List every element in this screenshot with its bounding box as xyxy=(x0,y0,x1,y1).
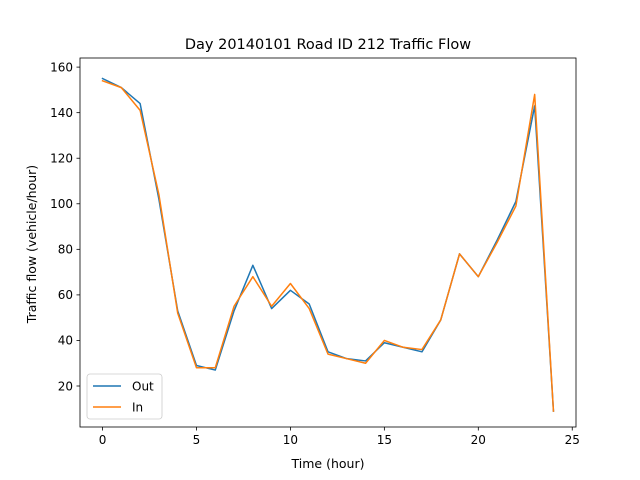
x-tick-label: 15 xyxy=(377,433,392,447)
axes-frame xyxy=(79,57,577,428)
y-tick-label: 120 xyxy=(50,152,73,166)
x-tick-label: 10 xyxy=(283,433,298,447)
x-tick-label: 25 xyxy=(565,433,580,447)
x-tick-label: 20 xyxy=(471,433,486,447)
series-line-out xyxy=(101,77,555,412)
x-tick-label: 0 xyxy=(99,433,107,447)
y-tick-label: 40 xyxy=(58,334,73,348)
y-tick-label: 80 xyxy=(58,243,73,257)
plot-area: 0 5 10 15 20 25 20 40 60 80 100 120 140 160 Out In xyxy=(50,57,580,447)
y-tick-label: 100 xyxy=(50,197,73,211)
y-tick-label: 140 xyxy=(50,106,73,120)
chart-title: Day 20140101 Road ID 212 Traffic Flow xyxy=(185,37,471,53)
y-axis-label: Traffic flow (vehicle/hour) xyxy=(24,165,39,324)
y-tick-label: 60 xyxy=(58,288,73,302)
x-tick-label: 5 xyxy=(193,433,201,447)
legend-label-in: In xyxy=(132,401,143,415)
y-tick-label: 160 xyxy=(50,60,73,74)
series-line-in xyxy=(101,79,555,412)
y-tick-label: 20 xyxy=(58,379,73,393)
legend-label-out: Out xyxy=(132,380,154,394)
x-axis-label: Time (hour) xyxy=(291,456,365,471)
legend: Out In xyxy=(86,373,163,420)
